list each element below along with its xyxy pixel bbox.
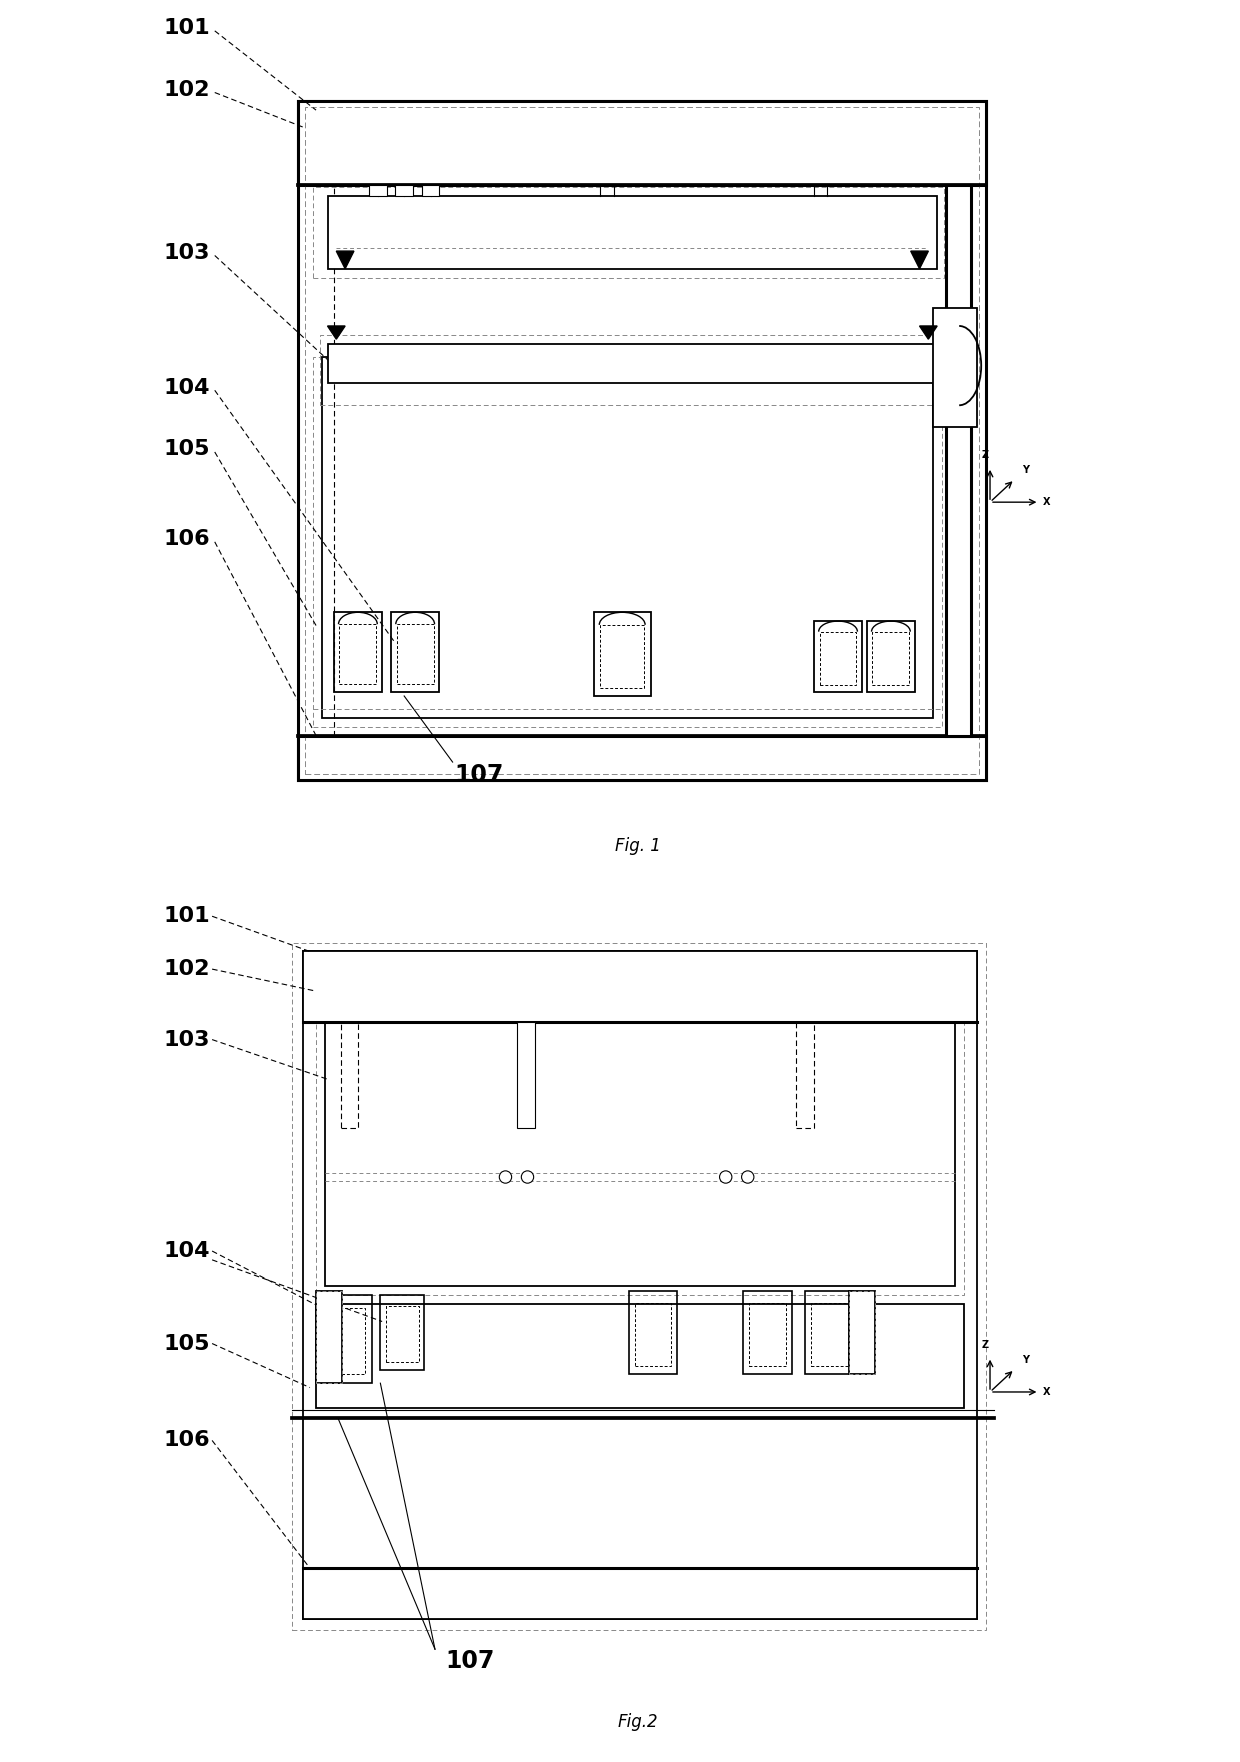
Bar: [391, 613, 439, 692]
Bar: [386, 1306, 419, 1362]
Text: Y: Y: [1022, 465, 1029, 474]
Bar: [316, 1290, 342, 1383]
Bar: [811, 1304, 848, 1366]
Bar: [813, 622, 862, 692]
Bar: [867, 622, 915, 692]
Text: 102: 102: [164, 959, 211, 980]
Text: Fig. 1: Fig. 1: [615, 837, 661, 855]
Bar: [325, 1022, 955, 1286]
Bar: [303, 1568, 977, 1619]
Bar: [370, 185, 387, 196]
Polygon shape: [336, 252, 353, 268]
Bar: [820, 631, 857, 685]
Text: Z: Z: [982, 1339, 990, 1350]
Bar: [299, 102, 986, 185]
Text: 102: 102: [164, 79, 211, 100]
Bar: [397, 624, 434, 684]
Bar: [316, 1022, 963, 1295]
Bar: [303, 951, 977, 1619]
Text: Fig.2: Fig.2: [618, 1713, 658, 1732]
Bar: [303, 951, 977, 1022]
Text: Z: Z: [982, 449, 990, 460]
Bar: [299, 102, 986, 779]
Text: X: X: [1043, 497, 1050, 507]
Bar: [629, 1290, 677, 1374]
Bar: [314, 356, 941, 728]
Bar: [314, 187, 944, 277]
Text: 101: 101: [164, 18, 211, 39]
Bar: [600, 626, 644, 687]
Text: 107: 107: [454, 763, 503, 788]
Bar: [293, 943, 986, 1630]
Bar: [749, 1304, 786, 1366]
Bar: [946, 185, 971, 737]
Bar: [932, 308, 977, 428]
Bar: [796, 1022, 813, 1128]
Text: 107: 107: [445, 1649, 495, 1672]
Circle shape: [500, 1170, 512, 1184]
Bar: [635, 1304, 671, 1366]
Text: Y: Y: [1022, 1355, 1029, 1364]
Bar: [873, 631, 909, 685]
Bar: [396, 185, 413, 196]
Bar: [316, 1304, 963, 1408]
Circle shape: [521, 1170, 533, 1184]
Circle shape: [742, 1170, 754, 1184]
Text: 103: 103: [164, 243, 211, 263]
Text: X: X: [1043, 1387, 1050, 1397]
Bar: [849, 1290, 875, 1374]
Polygon shape: [327, 326, 345, 338]
Text: 106: 106: [164, 529, 211, 550]
Bar: [320, 335, 944, 405]
Bar: [743, 1290, 792, 1374]
Bar: [326, 1307, 366, 1374]
Text: 104: 104: [164, 1240, 211, 1262]
Text: 103: 103: [164, 1029, 211, 1050]
Bar: [340, 624, 376, 684]
Bar: [327, 344, 937, 384]
Bar: [422, 185, 439, 196]
Polygon shape: [910, 252, 929, 268]
Bar: [320, 1295, 372, 1383]
Text: 104: 104: [164, 377, 211, 398]
Polygon shape: [920, 326, 937, 338]
Bar: [517, 1022, 534, 1128]
Bar: [381, 1295, 424, 1371]
Bar: [805, 1290, 853, 1374]
Bar: [327, 196, 937, 268]
Bar: [299, 737, 986, 779]
Bar: [305, 107, 980, 774]
Bar: [594, 613, 651, 696]
Bar: [316, 1290, 342, 1383]
Text: 101: 101: [164, 906, 211, 927]
Text: 105: 105: [164, 1334, 211, 1353]
Bar: [849, 1290, 875, 1374]
Text: 105: 105: [164, 439, 211, 460]
Bar: [322, 356, 932, 719]
Text: 106: 106: [164, 1431, 211, 1450]
Circle shape: [719, 1170, 732, 1184]
Bar: [341, 1022, 358, 1128]
Bar: [334, 613, 382, 692]
